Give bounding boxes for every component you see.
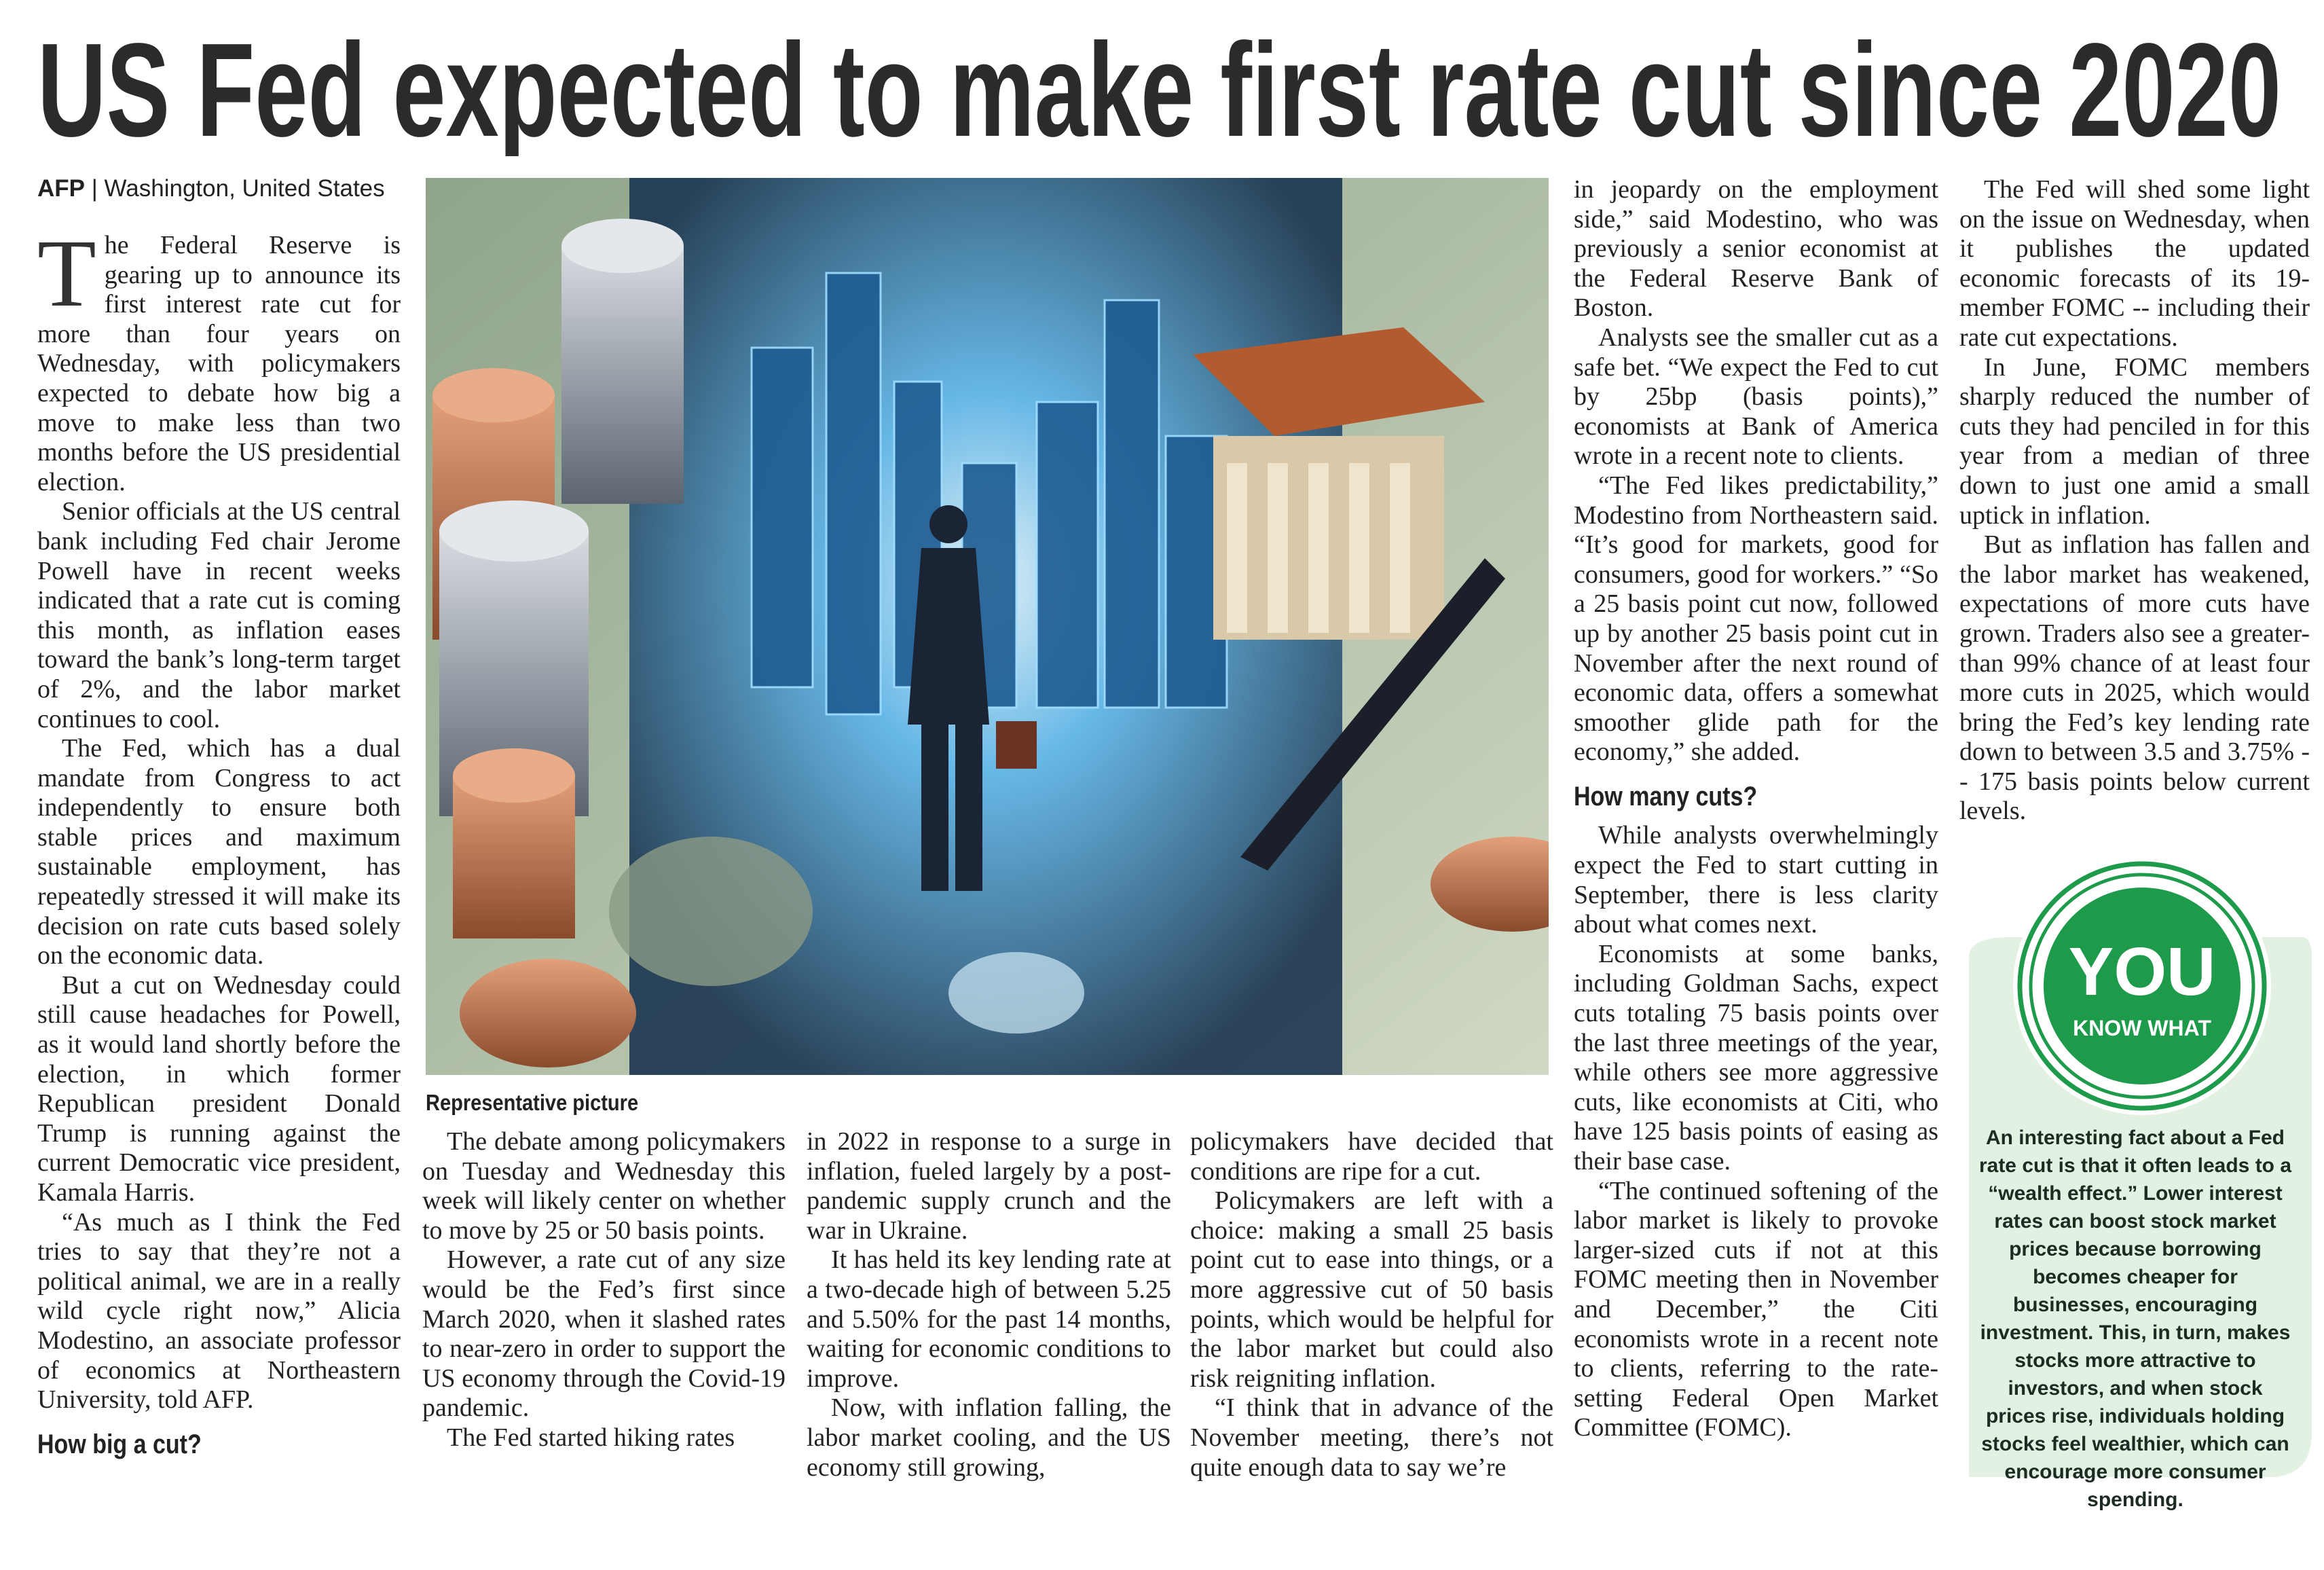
paragraph: The Fed started hiking rates: [447, 1423, 735, 1452]
badge-title: YOU: [2069, 934, 2216, 1010]
paragraph: policymakers have decided that condition…: [1190, 1127, 1553, 1186]
paragraph: But a cut on Wednesday could still cause…: [37, 970, 401, 1207]
column: The Fed will shed some light on the issu…: [1959, 175, 2310, 854]
paragraph: But as inflation has fallen and the labo…: [1959, 530, 2310, 826]
badge-subtitle: KNOW WHAT: [2073, 1016, 2211, 1040]
paragraph: It has held its key lending rate at a tw…: [807, 1245, 1171, 1393]
paragraph: Analysts see the smaller cut as a safe b…: [1574, 323, 1938, 471]
fact-text: An interesting fact about a Fed rate cut…: [1978, 1127, 2292, 1511]
paragraph: in jeopardy on the employment side,” sai…: [1574, 175, 1938, 323]
drop-cap: T: [37, 231, 96, 327]
paragraph: “I think that in advance of the November…: [1190, 1393, 1553, 1482]
fact-box: YOU KNOW WHAT: [1969, 857, 2312, 1477]
paragraph: Economists at some banks, including Gold…: [1574, 939, 1938, 1175]
paragraph: The Fed will shed some light on the issu…: [1959, 175, 2310, 352]
paragraph: While analysts overwhelmingly expect the…: [1574, 821, 1938, 939]
image-caption: Representative picture: [426, 1090, 639, 1115]
headline: US Fed expected to make first rate cut s…: [37, 16, 2281, 156]
paragraph: Now, with inflation falling, the labor m…: [807, 1393, 1171, 1482]
illustration: [426, 178, 1549, 1075]
headline-area: US Fed expected to make first rate cut s…: [37, 16, 2281, 156]
subhead: How many cuts?: [1574, 781, 1758, 811]
paragraph: “The Fed likes predictability,” Modestin…: [1574, 471, 1938, 767]
byline: AFP | Washington, United States: [37, 175, 385, 202]
agency: AFP: [37, 175, 85, 202]
paragraph: he Federal Reserve is gearing up to anno…: [37, 231, 401, 496]
paragraph: The debate among policymakers on Tuesday…: [422, 1127, 786, 1245]
paragraph: in 2022 in response to a surge in inflat…: [807, 1127, 1171, 1245]
column: in jeopardy on the employment side,” sai…: [1574, 175, 1938, 1506]
paragraph: Policymakers are left with a choice: mak…: [1190, 1186, 1553, 1393]
column: The debate among policymakers on Tuesday…: [422, 1127, 786, 1508]
paragraph: However, a rate cut of any size would be…: [422, 1245, 786, 1423]
paragraph: Senior officials at the US central bank …: [37, 497, 401, 733]
column: in 2022 in response to a surge in inflat…: [807, 1127, 1171, 1508]
paragraph: “As much as I think the Fed tries to say…: [37, 1207, 401, 1414]
column: policymakers have decided that condition…: [1190, 1127, 1553, 1508]
subhead: How big a cut?: [37, 1429, 202, 1459]
paragraph: “The continued softening of the labor ma…: [1574, 1176, 1938, 1442]
paragraph: The Fed, which has a dual mandate from C…: [37, 734, 401, 970]
location: Washington, United States: [104, 175, 385, 202]
paragraph: In June, FOMC members sharply reduced th…: [1959, 352, 2310, 530]
